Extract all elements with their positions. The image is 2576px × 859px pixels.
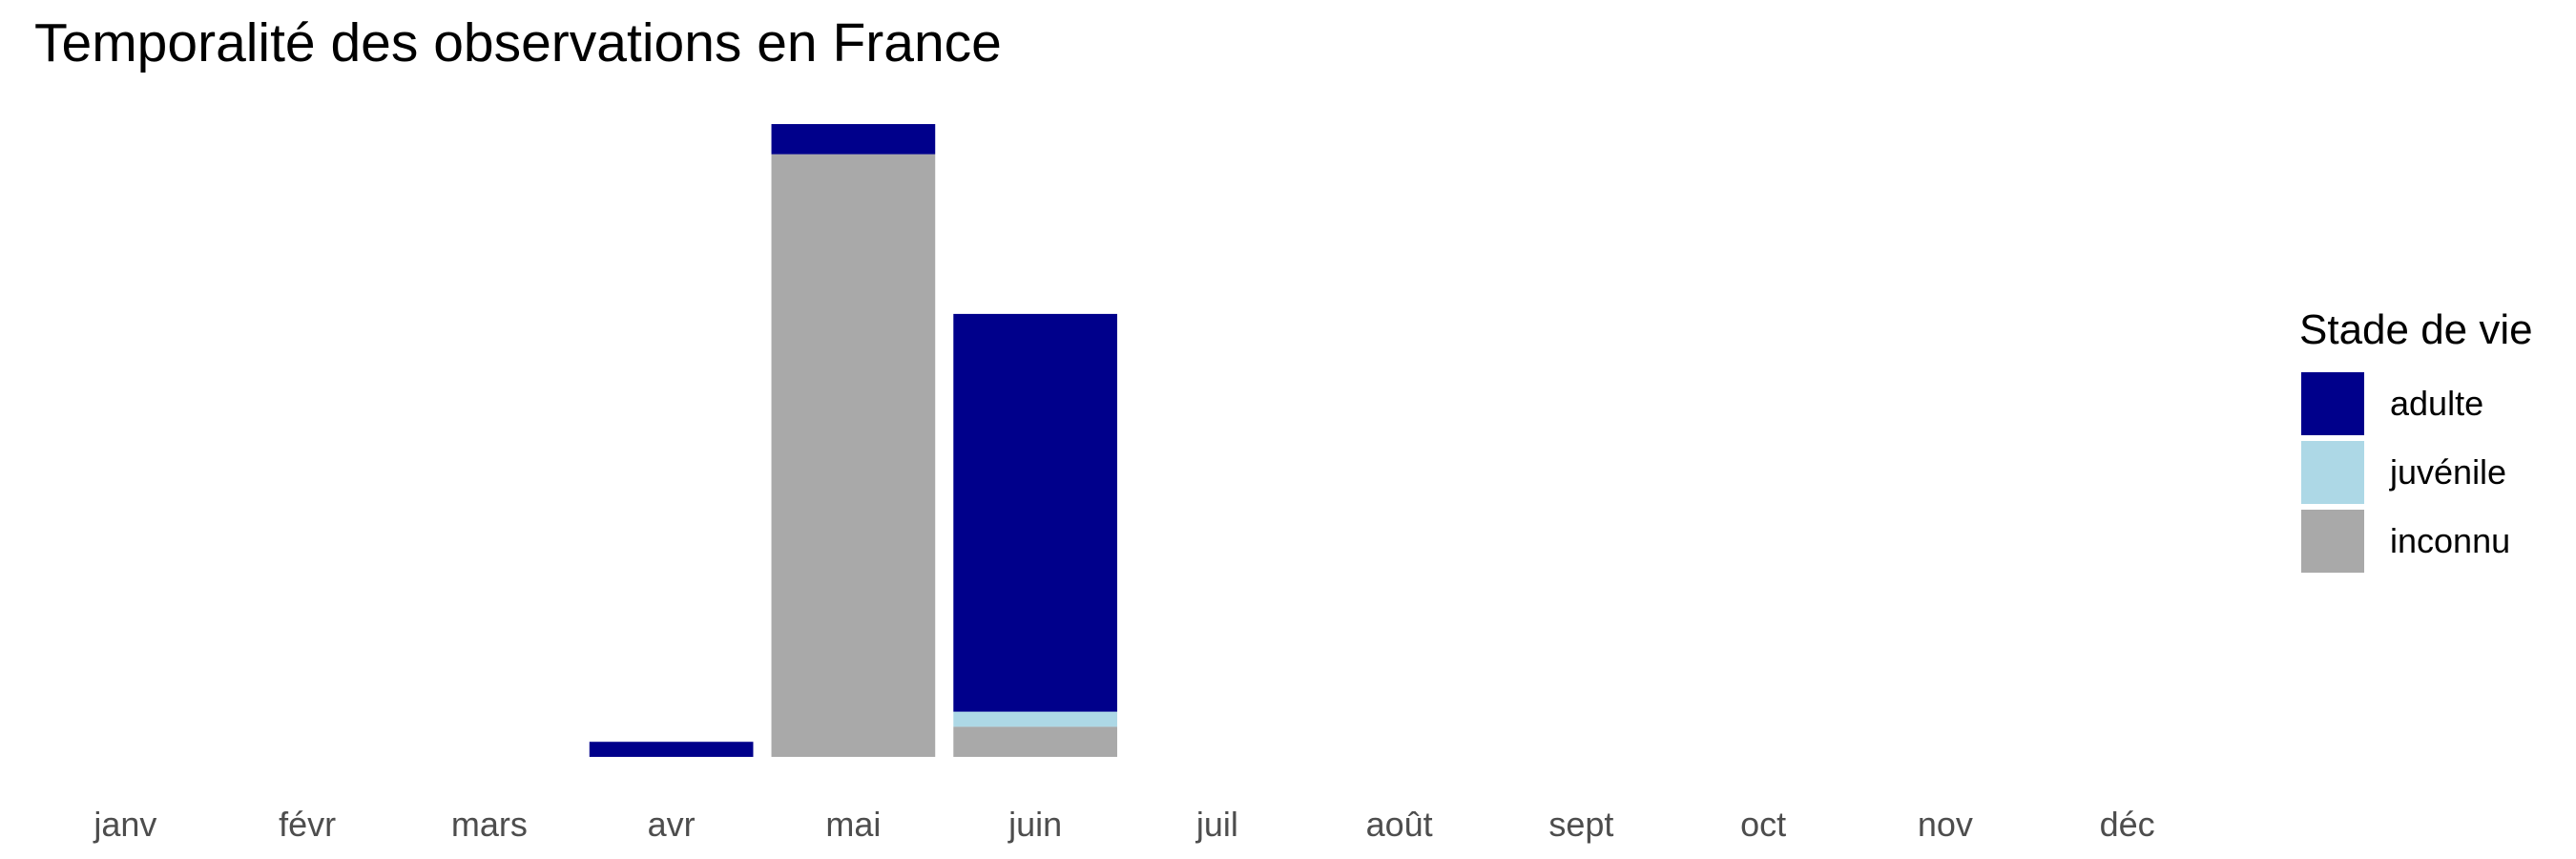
x-tick-label: oct	[1740, 805, 1786, 844]
bar-juin-juvénile	[953, 711, 1117, 727]
x-tick-label: mars	[451, 805, 528, 844]
x-tick-labels: janv févr mars avr mai juin juil août sept oct nov…	[93, 805, 2154, 844]
x-tick-label: janv	[93, 805, 156, 844]
x-tick-label: févr	[279, 805, 336, 844]
x-tick-label: avr	[648, 805, 696, 844]
x-tick-label: sept	[1548, 805, 1613, 844]
bar-juin-inconnu	[953, 726, 1117, 757]
legend-swatch-juvénile	[2301, 441, 2364, 504]
legend-swatch-adulte	[2301, 372, 2364, 435]
bars-group	[589, 124, 1117, 757]
x-tick-label: août	[1366, 805, 1433, 844]
bar-juin-adulte	[953, 313, 1117, 712]
legend-items: adulte juvénile inconnu	[2301, 372, 2510, 573]
legend-label-inconnu: inconnu	[2390, 521, 2510, 560]
legend-label-adulte: adulte	[2390, 384, 2483, 423]
x-tick-label: déc	[2100, 805, 2155, 844]
bar-mai-adulte	[771, 124, 936, 155]
legend: Stade de vie adulte juvénile inconnu	[2299, 306, 2533, 573]
x-tick-label: nov	[1918, 805, 1973, 844]
x-tick-label: juin	[1008, 805, 1062, 844]
x-tick-label: mai	[825, 805, 881, 844]
legend-label-juvénile: juvénile	[2389, 452, 2506, 492]
bar-avr-adulte	[589, 742, 754, 757]
bar-mai-inconnu	[771, 154, 936, 757]
x-tick-label: juil	[1195, 805, 1238, 844]
legend-title: Stade de vie	[2299, 306, 2533, 353]
chart-title: Temporalité des observations en France	[34, 12, 1002, 73]
legend-swatch-inconnu	[2301, 510, 2364, 573]
